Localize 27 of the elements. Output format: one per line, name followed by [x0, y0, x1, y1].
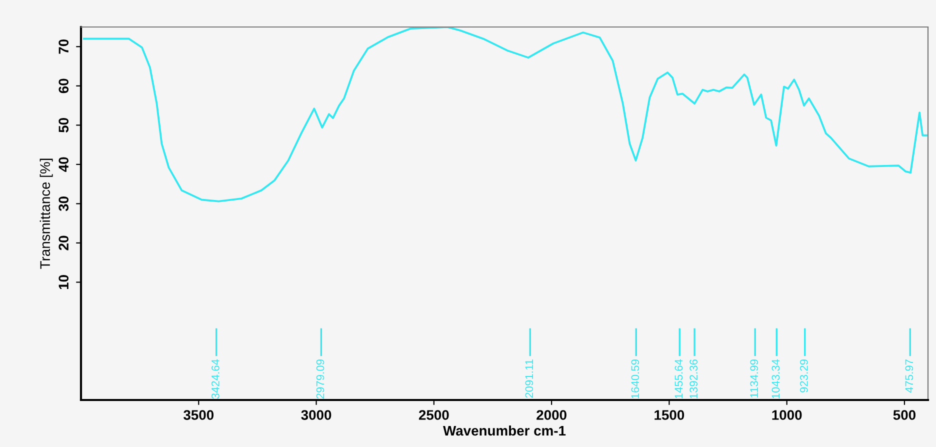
x-tick-label: 3500	[184, 410, 214, 420]
annotation: 1455.64	[674, 359, 683, 398]
y-tick-label: 30	[58, 196, 69, 212]
annotation: 1640.59	[631, 359, 640, 398]
annotation: 1134.99	[750, 359, 758, 398]
x-axis-title: Wavenumber cm-1	[443, 425, 566, 436]
annotation: 2979.09	[316, 359, 324, 399]
annotation: 1043.34	[772, 359, 780, 398]
y-tick-label: 40	[58, 157, 69, 172]
annotation: 1392.36	[690, 359, 698, 398]
y-tick-label: 60	[58, 78, 69, 94]
y-axis-title: Transmittance [%]	[40, 158, 53, 269]
y-tick-label: 70	[58, 39, 69, 54]
x-tick-label: 2500	[418, 410, 449, 420]
x-tick-label: 1000	[772, 410, 802, 420]
y-tick-label: 10	[58, 275, 69, 290]
x-tick-label: 3000	[301, 410, 332, 420]
y-tick-label: 50	[58, 118, 69, 132]
x-tick-label: 500	[893, 410, 916, 420]
annotation: 3424.64	[211, 359, 220, 399]
annotation: 475.97	[905, 360, 914, 393]
annotation: 2091.11	[525, 360, 534, 398]
y-tick-label: 20	[58, 236, 69, 250]
x-tick-label: 2000	[536, 410, 566, 420]
x-tick-label: 1500	[654, 410, 684, 420]
line-series	[83, 27, 928, 202]
annotation: 923.29	[800, 359, 808, 392]
